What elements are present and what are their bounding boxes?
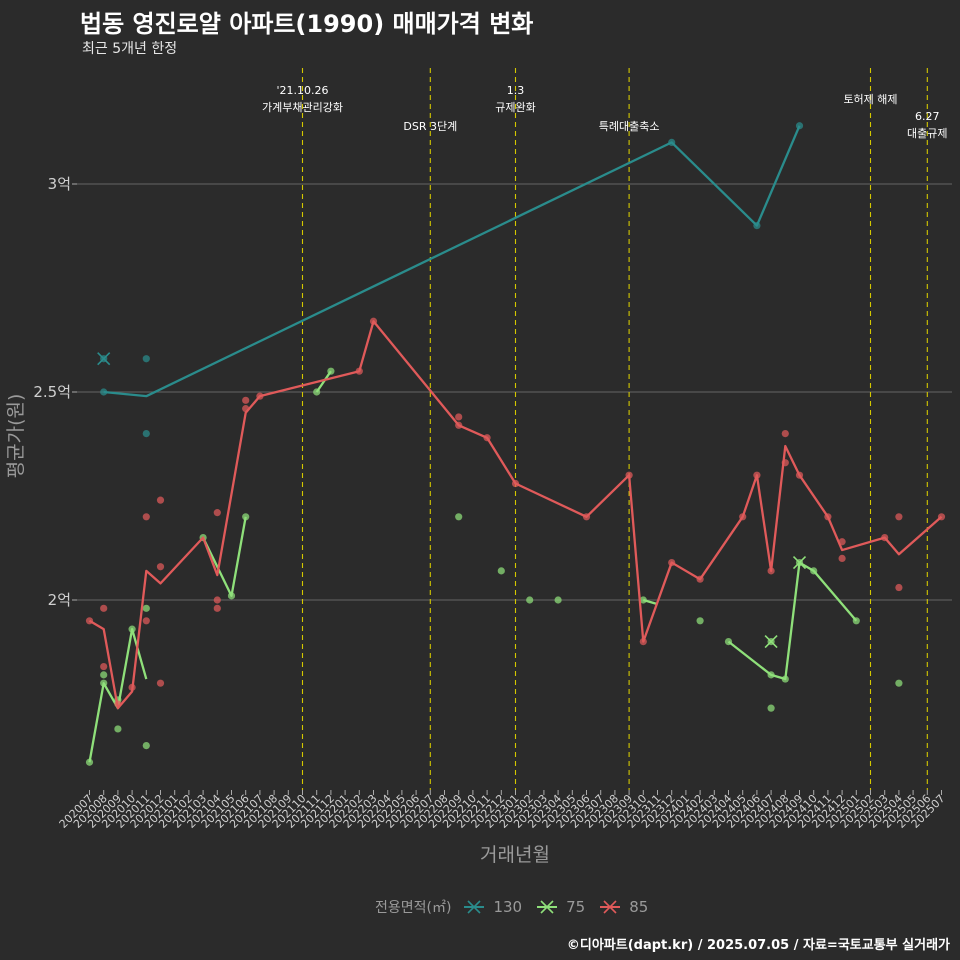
data-point-85 <box>156 679 165 687</box>
y-tick-label: 3억 <box>48 175 71 193</box>
cross-marker-75 <box>764 635 778 649</box>
data-point-130 <box>142 430 150 438</box>
cross-marker-75 <box>792 555 807 570</box>
grid-lines <box>77 183 952 601</box>
series-75 <box>85 367 903 766</box>
x-axis-label: 거래년월 <box>480 844 550 866</box>
series-line-75 <box>202 516 247 597</box>
data-point-75 <box>895 679 903 687</box>
data-point-85 <box>213 509 221 517</box>
series-line-75 <box>642 598 658 606</box>
cross-marker-130 <box>97 352 111 366</box>
legend-title: 전용면적(㎡) <box>375 900 452 916</box>
x-axis-ticks: 2020072020082020092020102020112020122021… <box>57 790 948 831</box>
data-point-85 <box>100 604 108 612</box>
data-point-85 <box>213 604 221 612</box>
data-point-75 <box>455 513 463 521</box>
data-point-85 <box>895 513 903 521</box>
data-point-85 <box>895 583 903 592</box>
data-point-130 <box>142 355 150 363</box>
chart-title: 법동 영진로얄 아파트(1990) 매매가격 변화 <box>80 10 534 38</box>
y-tick-label: 2억 <box>48 591 71 609</box>
data-point-75 <box>554 596 562 604</box>
data-point-85 <box>156 496 165 504</box>
y-axis-ticks: 2억 2.5억 3억 <box>33 175 77 609</box>
event-annotation-text: 가계부채관리강화 <box>262 101 343 114</box>
data-point-85 <box>142 513 150 521</box>
legend: 전용면적(㎡) 130 75 85 <box>375 896 654 918</box>
data-point-85 <box>142 617 150 625</box>
data-point-75 <box>526 596 534 604</box>
data-point-75 <box>142 742 150 750</box>
data-point-85 <box>213 596 221 604</box>
data-point-75 <box>142 604 150 612</box>
y-tick-label: 2.5억 <box>33 383 71 401</box>
data-point-85 <box>156 563 165 571</box>
series-line-75 <box>315 370 332 393</box>
legend-key-85 <box>600 900 621 914</box>
event-annotation-text: 토허제 해제 <box>843 92 897 106</box>
legend-item-75: 75 <box>536 898 585 916</box>
series-line-130 <box>103 125 801 398</box>
series-85 <box>85 317 946 710</box>
data-point-75 <box>114 725 122 733</box>
data-point-75 <box>767 704 775 712</box>
data-point-85 <box>838 554 846 563</box>
event-annotation-text: 특례대출축소 <box>599 120 660 133</box>
event-annotation-text: DSR 3단계 <box>403 120 457 133</box>
data-point-75 <box>497 567 505 575</box>
event-annotation-text: 대출규제 <box>907 127 947 140</box>
data-point-85 <box>781 430 789 438</box>
data-point-85 <box>100 662 108 671</box>
y-axis-label: 평균가(원) <box>5 394 27 479</box>
series-layer <box>85 122 946 766</box>
legend-item-130: 130 <box>463 898 522 916</box>
legend-key-130 <box>464 900 485 914</box>
data-point-85 <box>242 396 250 404</box>
series-line-85 <box>88 320 943 710</box>
series-line-75 <box>727 561 858 681</box>
event-annotation-text: 6.27 <box>915 110 940 123</box>
legend-label-85: 85 <box>629 898 649 916</box>
legend-key-75 <box>537 900 558 914</box>
data-point-75 <box>696 617 704 625</box>
data-point-85 <box>455 413 463 421</box>
legend-label-130: 130 <box>493 898 523 916</box>
event-lines <box>301 68 928 790</box>
event-annotation-text: '21.10.26 <box>276 84 328 97</box>
chart-subtitle: 최근 5개년 한정 <box>82 41 178 57</box>
source-caption: ©디아파트(dapt.kr) / 2025.07.05 / 자료=국토교통부 실… <box>566 938 950 953</box>
legend-label-75: 75 <box>566 898 586 916</box>
legend-item-85: 85 <box>599 898 648 916</box>
event-annotation-text: 규제완화 <box>495 101 535 114</box>
event-annotation-text: 1.3 <box>507 84 525 97</box>
data-point-75 <box>100 671 108 679</box>
series-130 <box>97 122 804 438</box>
